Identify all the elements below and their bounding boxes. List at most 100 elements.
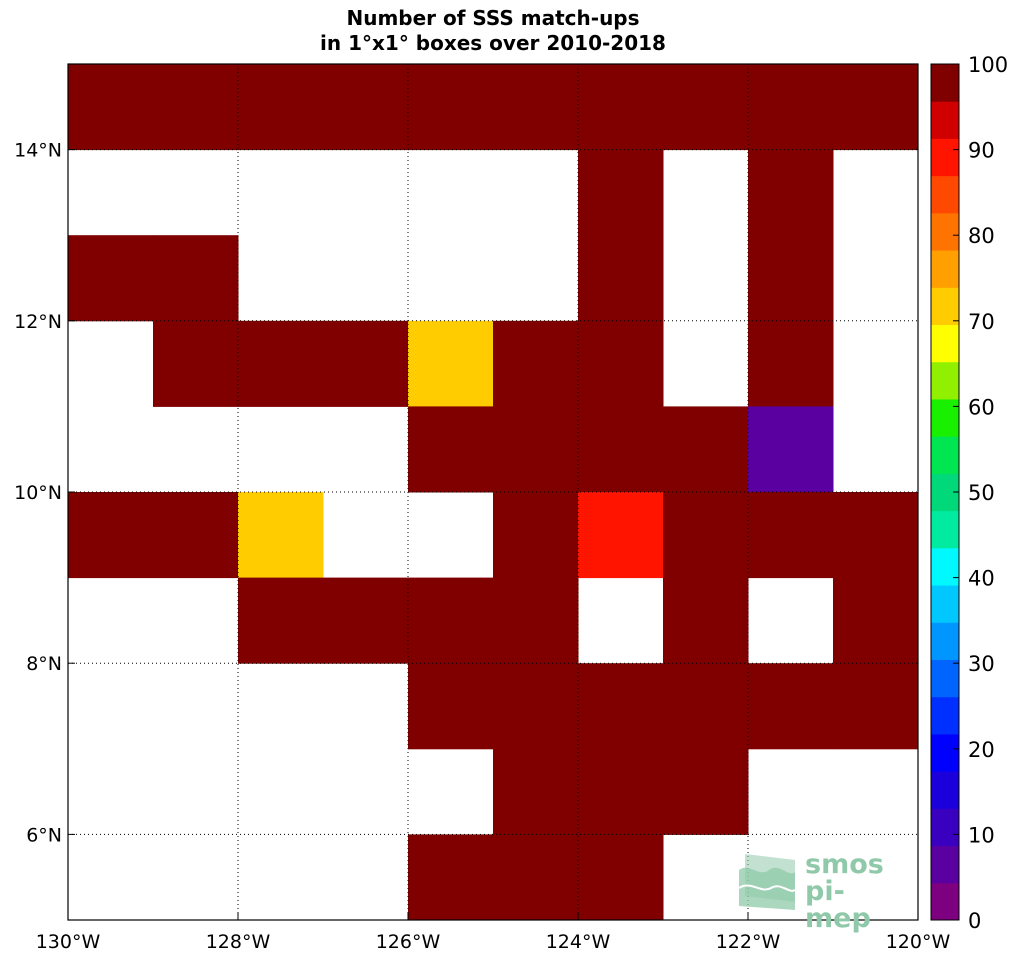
y-tick-label: 10°N: [14, 482, 62, 504]
colorbar-segment: [931, 659, 959, 698]
heatmap-cell: [578, 663, 664, 750]
x-tick-label: 128°W: [206, 931, 271, 953]
heatmap-cells: [68, 64, 919, 921]
heatmap-cell: [748, 64, 834, 151]
colorbar-tick-label: 80: [968, 224, 995, 248]
x-tick-label: 120°W: [886, 931, 951, 953]
heatmap-cell: [408, 663, 494, 750]
heatmap-cell: [493, 406, 579, 493]
heatmap-cell: [578, 834, 664, 921]
colorbar-tick-label: 40: [968, 567, 995, 591]
heatmap-cell: [408, 64, 494, 151]
heatmap-cell: [748, 406, 834, 493]
heatmap-cell: [493, 663, 579, 750]
x-tick-label: 122°W: [716, 931, 781, 953]
heatmap-cell: [493, 492, 579, 579]
heatmap-cell: [493, 748, 579, 835]
colorbar-segment: [931, 547, 959, 586]
chart-title: Number of SSS match-ups: [346, 6, 640, 30]
heatmap-cell: [663, 406, 749, 493]
heatmap-cell: [323, 320, 409, 407]
colorbar-segment: [931, 398, 959, 437]
y-tick-label: 14°N: [14, 140, 62, 162]
x-tick-label: 126°W: [376, 931, 441, 953]
y-tick-label: 8°N: [26, 653, 62, 675]
heatmap-cell: [748, 235, 834, 322]
heatmap-cell: [493, 64, 579, 151]
heatmap-cell: [493, 320, 579, 407]
colorbar-tick-label: 20: [968, 738, 995, 762]
colorbar-segment: [931, 138, 959, 177]
logo-text-smos: smos: [805, 849, 884, 880]
heatmap-cell: [493, 577, 579, 664]
heatmap-cell: [323, 577, 409, 664]
y-tick-label: 6°N: [26, 824, 62, 846]
colorbar-segment: [931, 510, 959, 549]
logo-icon: [738, 854, 796, 910]
colorbar-segment: [931, 250, 959, 288]
heatmap-cell: [238, 320, 324, 407]
heatmap-cell: [663, 492, 749, 579]
y-tick-label: 12°N: [14, 311, 62, 333]
heatmap-cell: [578, 748, 664, 835]
x-tick-label: 130°W: [36, 931, 101, 953]
heatmap-cell: [748, 492, 834, 579]
colorbar-segment: [931, 696, 959, 735]
colorbar-segment: [931, 845, 959, 884]
heatmap-cell: [578, 149, 664, 236]
y-axis: 6°N 8°N 10°N 12°N 14°N: [14, 140, 75, 846]
colorbar-segment: [931, 436, 959, 474]
heatmap-cell: [663, 64, 749, 151]
heatmap-cell: [323, 64, 409, 151]
colorbar-segment: [931, 324, 959, 363]
colorbar-tick-label: 10: [968, 823, 995, 847]
colorbar-segment: [931, 175, 959, 214]
heatmap-cell: [408, 406, 494, 493]
heatmap-cell: [153, 320, 239, 407]
heatmap-cell: [578, 406, 664, 493]
heatmap-cell: [238, 492, 324, 579]
heatmap-cell: [578, 320, 664, 407]
heatmap-cell: [408, 577, 494, 664]
heatmap-cell: [238, 577, 324, 664]
heatmap-cell: [663, 577, 749, 664]
heatmap-cell: [153, 492, 239, 579]
heatmap-cell: [748, 663, 834, 750]
colorbar-tick-label: 90: [968, 139, 995, 163]
heatmap-cell: [833, 64, 919, 151]
colorbar-tick-label: 50: [968, 481, 995, 505]
colorbar-segment: [931, 64, 959, 102]
heatmap-cell: [68, 492, 154, 579]
heatmap-cell: [238, 64, 324, 151]
heatmap-cell: [833, 663, 919, 750]
heatmap-cell: [68, 235, 154, 322]
grid-lines: [68, 64, 918, 920]
logo-text-pi-mep: pi-mep: [805, 876, 871, 934]
heatmap-cell: [663, 748, 749, 835]
heatmap-cell: [408, 320, 494, 407]
colorbar-tick-label: 0: [968, 909, 981, 933]
colorbar-segment: [931, 361, 959, 400]
heatmap-cell: [833, 492, 919, 579]
heatmap-cell: [408, 834, 494, 921]
colorbar: 0 10 20 30 40 50 60 70 80 90 100: [930, 53, 1008, 933]
colorbar-segment: [931, 733, 959, 772]
colorbar-tick-label: 70: [968, 310, 995, 334]
colorbar-tick-label: 100: [968, 53, 1008, 77]
chart-subtitle: in 1°x1° boxes over 2010-2018: [320, 31, 666, 55]
colorbar-segment: [931, 808, 959, 847]
heatmap-cell: [663, 663, 749, 750]
colorbar-segment: [931, 287, 959, 326]
x-tick-label: 124°W: [546, 931, 611, 953]
heatmap-cell: [578, 492, 664, 579]
heatmap-cell: [578, 235, 664, 322]
colorbar-tick-label: 30: [968, 652, 995, 676]
heatmap-cell: [748, 320, 834, 407]
colorbar-segment: [931, 101, 959, 139]
x-axis: 130°W 128°W 126°W 124°W 122°W 120°W: [36, 913, 951, 953]
colorbar-segment: [931, 585, 959, 623]
colorbar-segment: [931, 771, 959, 809]
heatmap-cell: [578, 64, 664, 151]
smos-pi-mep-logo: smos pi-mep: [737, 848, 907, 932]
